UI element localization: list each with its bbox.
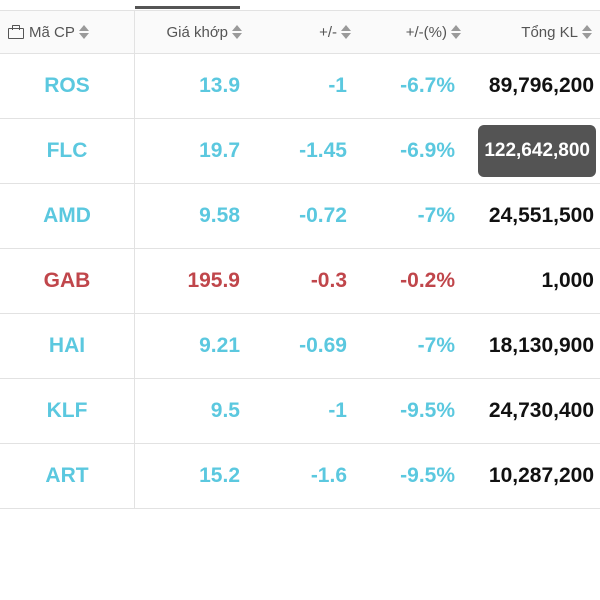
change-pct-cell: -6.9% bbox=[400, 139, 455, 162]
sort-icon[interactable] bbox=[451, 24, 461, 40]
table-row[interactable]: KLF 9.5 -1 -9.5% 24,730,400 bbox=[0, 379, 600, 444]
briefcase-icon[interactable] bbox=[8, 25, 24, 39]
volume-value: 89,796,200 bbox=[488, 74, 594, 97]
change-pct-cell: -6.7% bbox=[400, 74, 455, 97]
price-cell: 195.9 bbox=[187, 269, 240, 292]
table-row[interactable]: ART 15.2 -1.6 -9.5% 10,287,200 bbox=[0, 444, 600, 509]
change-pct-cell: -7% bbox=[417, 204, 455, 227]
volume-cell: 18,130,900 bbox=[465, 314, 600, 378]
price-cell: 9.21 bbox=[199, 334, 240, 357]
header-change-pct-label: +/-(%) bbox=[405, 23, 447, 41]
volume-cell: 24,730,400 bbox=[465, 379, 600, 443]
sort-icon[interactable] bbox=[232, 24, 242, 40]
header-symbol-label: Mã CP bbox=[29, 23, 75, 41]
sort-icon[interactable] bbox=[341, 24, 351, 40]
volume-value: 18,130,900 bbox=[488, 334, 594, 357]
table-body: ROS 13.9 -1 -6.7% 89,796,200 FLC 19.7 -1… bbox=[0, 54, 600, 509]
volume-cell: 1,000 bbox=[465, 249, 600, 313]
change-cell: -0.3 bbox=[310, 269, 347, 292]
change-pct-cell: -7% bbox=[417, 334, 455, 357]
volume-value: 122,642,800 bbox=[478, 125, 596, 177]
change-cell: -0.72 bbox=[299, 204, 347, 227]
price-cell: 9.58 bbox=[199, 204, 240, 227]
table-row[interactable]: FLC 19.7 -1.45 -6.9% 122,642,800 bbox=[0, 119, 600, 184]
header-volume[interactable]: Tổng KL bbox=[465, 11, 600, 53]
change-pct-cell: -0.2% bbox=[400, 269, 455, 292]
volume-cell: 122,642,800 bbox=[465, 119, 600, 183]
header-change-pct[interactable]: +/-(%) bbox=[355, 11, 465, 53]
header-price[interactable]: Giá khớp bbox=[135, 11, 250, 53]
header-change-label: +/- bbox=[319, 23, 337, 41]
table-row[interactable]: ROS 13.9 -1 -6.7% 89,796,200 bbox=[0, 54, 600, 119]
table-row[interactable]: AMD 9.58 -0.72 -7% 24,551,500 bbox=[0, 184, 600, 249]
price-cell: 19.7 bbox=[199, 139, 240, 162]
volume-value: 1,000 bbox=[541, 269, 594, 292]
change-cell: -1.45 bbox=[299, 139, 347, 162]
change-cell: -1 bbox=[328, 399, 347, 422]
header-volume-label: Tổng KL bbox=[521, 23, 578, 41]
symbol-cell[interactable]: FLC bbox=[0, 119, 135, 183]
header-change[interactable]: +/- bbox=[250, 11, 355, 53]
header-symbol[interactable]: Mã CP bbox=[0, 11, 135, 53]
table-row[interactable]: HAI 9.21 -0.69 -7% 18,130,900 bbox=[0, 314, 600, 379]
symbol-cell[interactable]: KLF bbox=[0, 379, 135, 443]
sort-icon[interactable] bbox=[78, 24, 89, 40]
symbol-cell[interactable]: ROS bbox=[0, 54, 135, 118]
volume-cell: 89,796,200 bbox=[465, 54, 600, 118]
table-header: Mã CP Giá khớp +/- +/-(%) Tổng KL bbox=[0, 10, 600, 54]
volume-value: 10,287,200 bbox=[488, 464, 594, 487]
symbol-cell[interactable]: GAB bbox=[0, 249, 135, 313]
change-pct-cell: -9.5% bbox=[400, 399, 455, 422]
active-column-indicator bbox=[135, 6, 240, 9]
volume-value: 24,551,500 bbox=[488, 204, 594, 227]
volume-value: 24,730,400 bbox=[488, 399, 594, 422]
price-cell: 9.5 bbox=[210, 399, 240, 422]
price-cell: 15.2 bbox=[199, 464, 240, 487]
sort-icon[interactable] bbox=[582, 24, 592, 40]
change-cell: -1 bbox=[328, 74, 347, 97]
change-pct-cell: -9.5% bbox=[400, 464, 455, 487]
header-price-label: Giá khớp bbox=[166, 23, 228, 41]
symbol-cell[interactable]: HAI bbox=[0, 314, 135, 378]
table-row[interactable]: GAB 195.9 -0.3 -0.2% 1,000 bbox=[0, 249, 600, 314]
volume-cell: 10,287,200 bbox=[465, 444, 600, 508]
change-cell: -0.69 bbox=[299, 334, 347, 357]
symbol-cell[interactable]: AMD bbox=[0, 184, 135, 248]
price-cell: 13.9 bbox=[199, 74, 240, 97]
change-cell: -1.6 bbox=[310, 464, 347, 487]
symbol-cell[interactable]: ART bbox=[0, 444, 135, 508]
volume-cell: 24,551,500 bbox=[465, 184, 600, 248]
